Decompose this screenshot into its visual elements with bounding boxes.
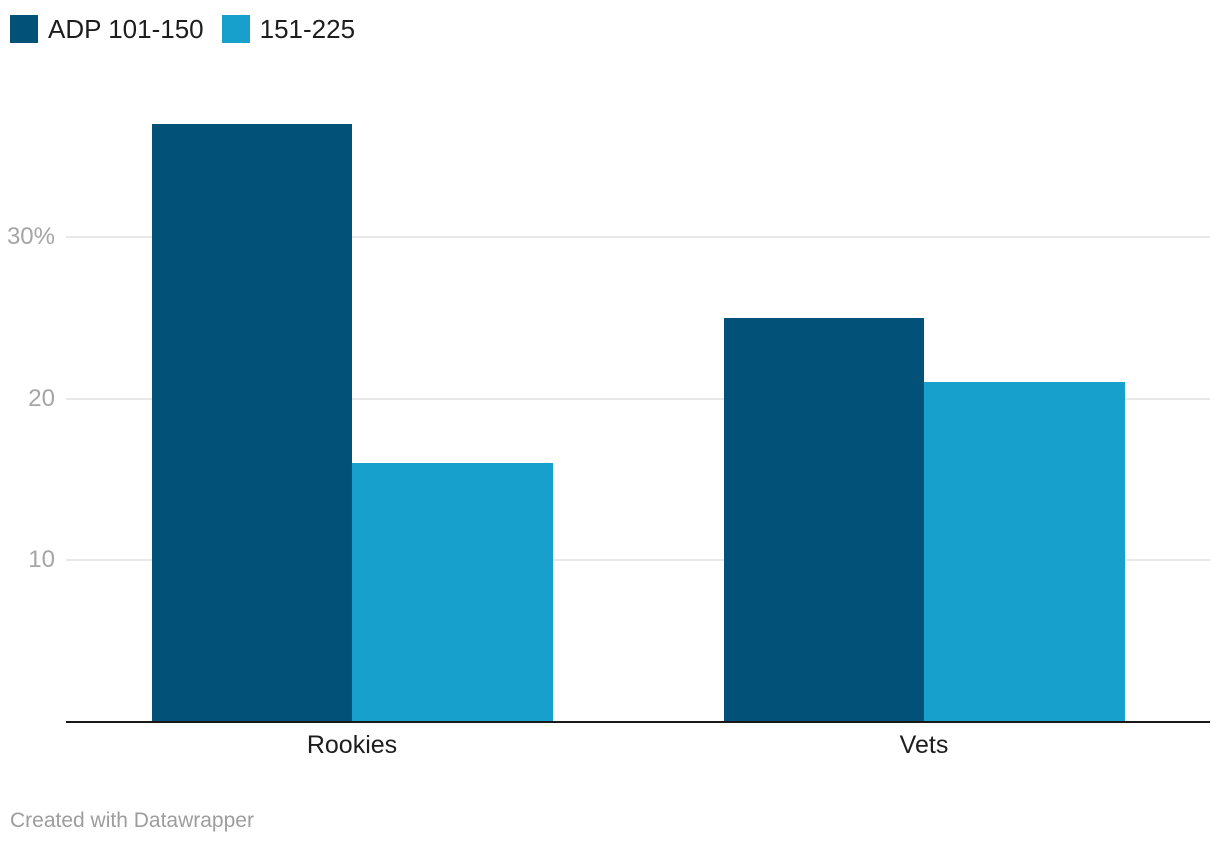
legend-label-151-225: 151-225 — [259, 14, 356, 44]
y-tick-label: 20 — [28, 384, 55, 412]
bar-vets-151-225 — [924, 382, 1125, 722]
bar-rookies-151-225 — [352, 463, 553, 722]
x-axis-label: Vets — [899, 731, 949, 759]
legend-swatch-light-blue — [221, 15, 250, 43]
y-tick-label: 10 — [28, 546, 55, 574]
bar-rookies-adp-101-150 — [151, 123, 352, 722]
x-axis-label: Rookies — [306, 731, 398, 759]
y-tick-label: 30% — [6, 222, 55, 250]
legend-item-adp-101-150: ADP 101-150 — [10, 14, 204, 44]
gridline — [66, 235, 1210, 238]
attribution-text: Created with Datawrapper — [10, 809, 254, 832]
legend-label-adp-101-150: ADP 101-150 — [48, 14, 204, 44]
legend-swatch-dark-blue — [10, 15, 38, 43]
gridline — [66, 559, 1210, 562]
legend-item-151-225: 151-225 — [221, 14, 356, 44]
bar-vets-adp-101-150 — [723, 317, 924, 722]
legend: ADP 101-150 151-225 — [10, 14, 355, 44]
gridline — [66, 397, 1210, 400]
x-axis-line — [66, 720, 1210, 724]
